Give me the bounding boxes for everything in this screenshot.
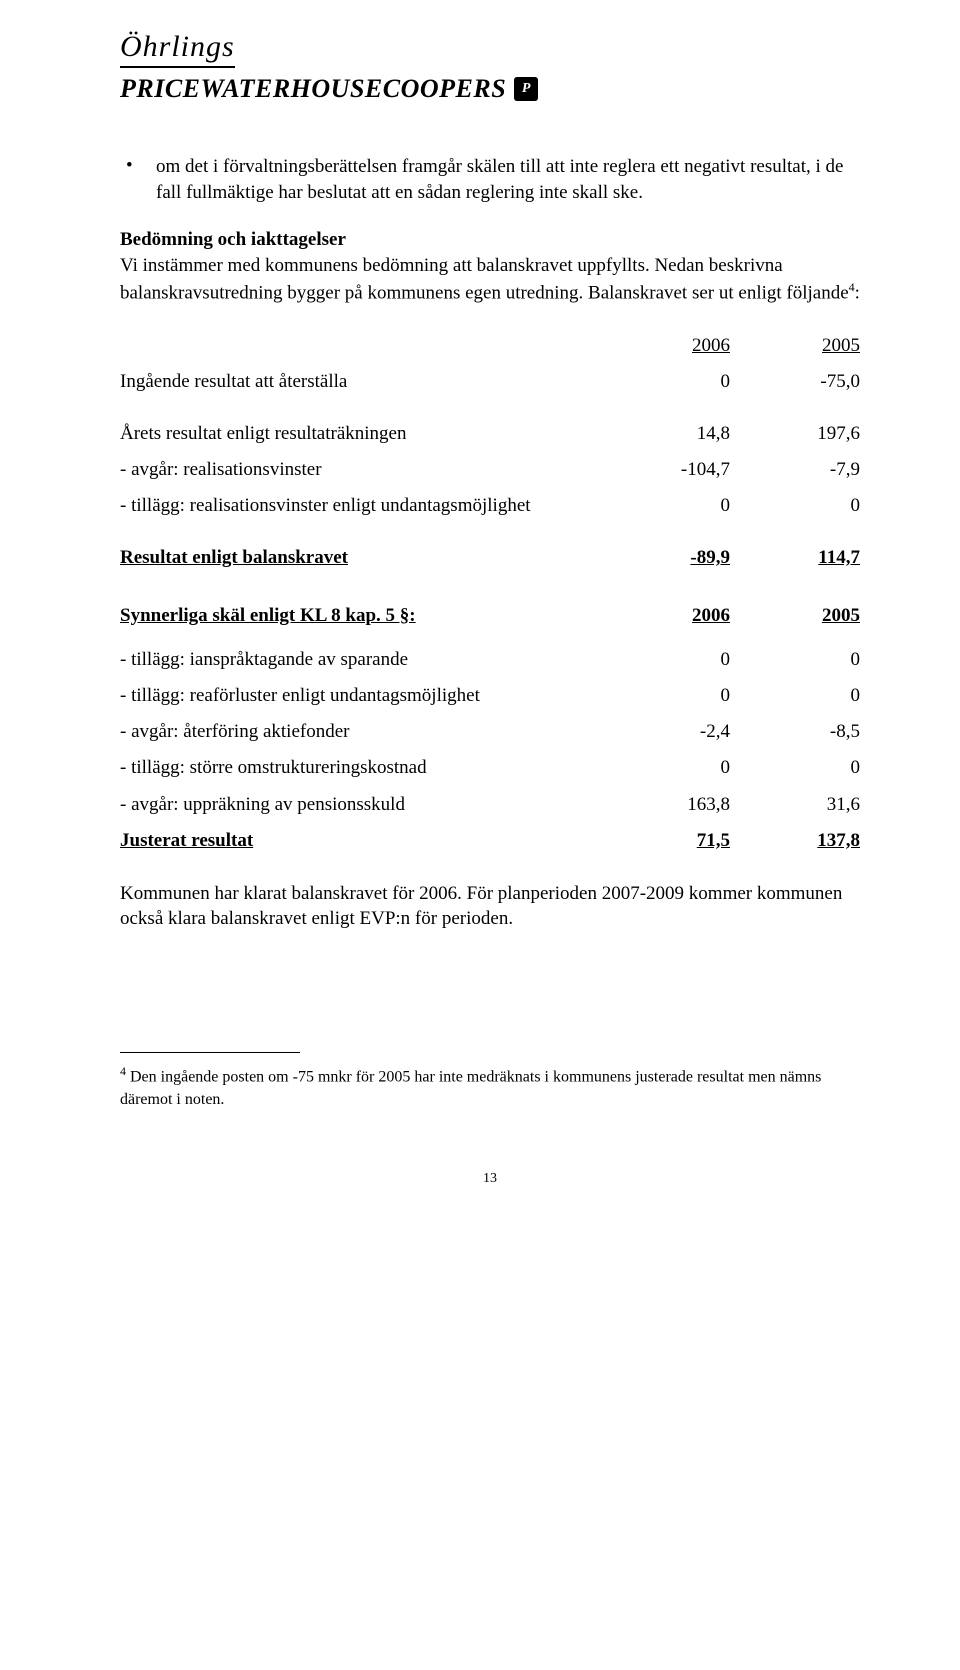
result-c1: -89,9 — [600, 540, 730, 576]
row-label: - tillägg: större omstruktureringskostna… — [120, 750, 600, 786]
table-row: - tillägg: ianspråktagande av sparande 0… — [120, 642, 860, 678]
assessment-paragraph: Bedömning och iakttagelser Vi instämmer … — [120, 227, 860, 305]
bullet-text: om det i förvaltningsberättelsen framgår… — [156, 154, 860, 205]
logo-block: Öhrlings PRICEWATERHOUSECOOPERS P — [120, 30, 860, 104]
table-row: - tillägg: reaförluster enligt undantags… — [120, 678, 860, 714]
row-label: - tillägg: realisationsvinster enligt un… — [120, 488, 600, 524]
logo-top: Öhrlings — [120, 30, 235, 68]
row-c1: -104,7 — [600, 452, 730, 488]
result-c2: 137,8 — [730, 823, 860, 859]
table-head-2006: 2006 — [600, 328, 730, 364]
table-row: Ingående resultat att återställa 0 -75,0 — [120, 364, 860, 400]
footnote-rule — [120, 1052, 300, 1053]
row-c2: 197,6 — [730, 416, 860, 452]
table-row: - tillägg: större omstruktureringskostna… — [120, 750, 860, 786]
row-c1: 14,8 — [600, 416, 730, 452]
row-label: - avgår: realisationsvinster — [120, 452, 600, 488]
balance-table-2: Synnerliga skäl enligt KL 8 kap. 5 §: 20… — [120, 598, 860, 859]
row-c1: 0 — [600, 642, 730, 678]
closing-paragraph: Kommunen har klarat balanskravet för 200… — [120, 881, 860, 932]
body-text-1-tail: : — [855, 282, 860, 303]
table2-head-2005: 2005 — [730, 598, 860, 634]
result-label: Resultat enligt balanskravet — [120, 540, 600, 576]
row-label: - tillägg: ianspråktagande av sparande — [120, 642, 600, 678]
row-label: - avgår: återföring aktiefonder — [120, 714, 600, 750]
row-c2: -7,9 — [730, 452, 860, 488]
table-head-row: Synnerliga skäl enligt KL 8 kap. 5 §: 20… — [120, 598, 860, 634]
page-number: 13 — [120, 1171, 860, 1187]
result-c2: 114,7 — [730, 540, 860, 576]
row-c1: 0 — [600, 364, 730, 400]
table-row: Årets resultat enligt resultaträkningen … — [120, 416, 860, 452]
table-result-row: Resultat enligt balanskravet -89,9 114,7 — [120, 540, 860, 576]
footnote: 4 Den ingående posten om -75 mnkr för 20… — [120, 1063, 860, 1111]
table-row: - avgår: återföring aktiefonder -2,4 -8,… — [120, 714, 860, 750]
page: Öhrlings PRICEWATERHOUSECOOPERS P • om d… — [0, 0, 960, 1227]
row-label: - avgår: uppräkning av pensionsskuld — [120, 787, 600, 823]
table2-head-2006: 2006 — [600, 598, 730, 634]
table-head-empty — [120, 328, 600, 364]
table-head-2005: 2005 — [730, 328, 860, 364]
row-c1: 163,8 — [600, 787, 730, 823]
logo-bottom-row: PRICEWATERHOUSECOOPERS P — [120, 74, 860, 104]
row-c2: -75,0 — [730, 364, 860, 400]
table-row: - avgår: realisationsvinster -104,7 -7,9 — [120, 452, 860, 488]
row-c2: 0 — [730, 642, 860, 678]
logo-badge-icon: P — [514, 77, 538, 101]
table-head-row: 2006 2005 — [120, 328, 860, 364]
row-c2: 0 — [730, 488, 860, 524]
row-c2: 31,6 — [730, 787, 860, 823]
row-c1: 0 — [600, 750, 730, 786]
footnote-text: Den ingående posten om -75 mnkr för 2005… — [120, 1068, 821, 1107]
bullet-item: • om det i förvaltningsberättelsen framg… — [120, 154, 860, 205]
table-result-row: Justerat resultat 71,5 137,8 — [120, 823, 860, 859]
row-c1: -2,4 — [600, 714, 730, 750]
row-c1: 0 — [600, 678, 730, 714]
row-label: Årets resultat enligt resultaträkningen — [120, 416, 600, 452]
section-heading: Bedömning och iakttagelser — [120, 229, 346, 250]
bullet-dot-icon: • — [120, 154, 156, 205]
table-row: - avgår: uppräkning av pensionsskuld 163… — [120, 787, 860, 823]
table2-head-label: Synnerliga skäl enligt KL 8 kap. 5 §: — [120, 598, 600, 634]
row-c2: 0 — [730, 750, 860, 786]
table-row: - tillägg: realisationsvinster enligt un… — [120, 488, 860, 524]
body-text-1: Vi instämmer med kommunens bedömning att… — [120, 255, 849, 303]
row-label: Ingående resultat att återställa — [120, 364, 600, 400]
result-label: Justerat resultat — [120, 823, 600, 859]
balance-table-1: 2006 2005 Ingående resultat att återstäl… — [120, 328, 860, 577]
result-c1: 71,5 — [600, 823, 730, 859]
logo-bottom: PRICEWATERHOUSECOOPERS — [120, 74, 506, 104]
row-c2: -8,5 — [730, 714, 860, 750]
row-c1: 0 — [600, 488, 730, 524]
row-label: - tillägg: reaförluster enligt undantags… — [120, 678, 600, 714]
row-c2: 0 — [730, 678, 860, 714]
